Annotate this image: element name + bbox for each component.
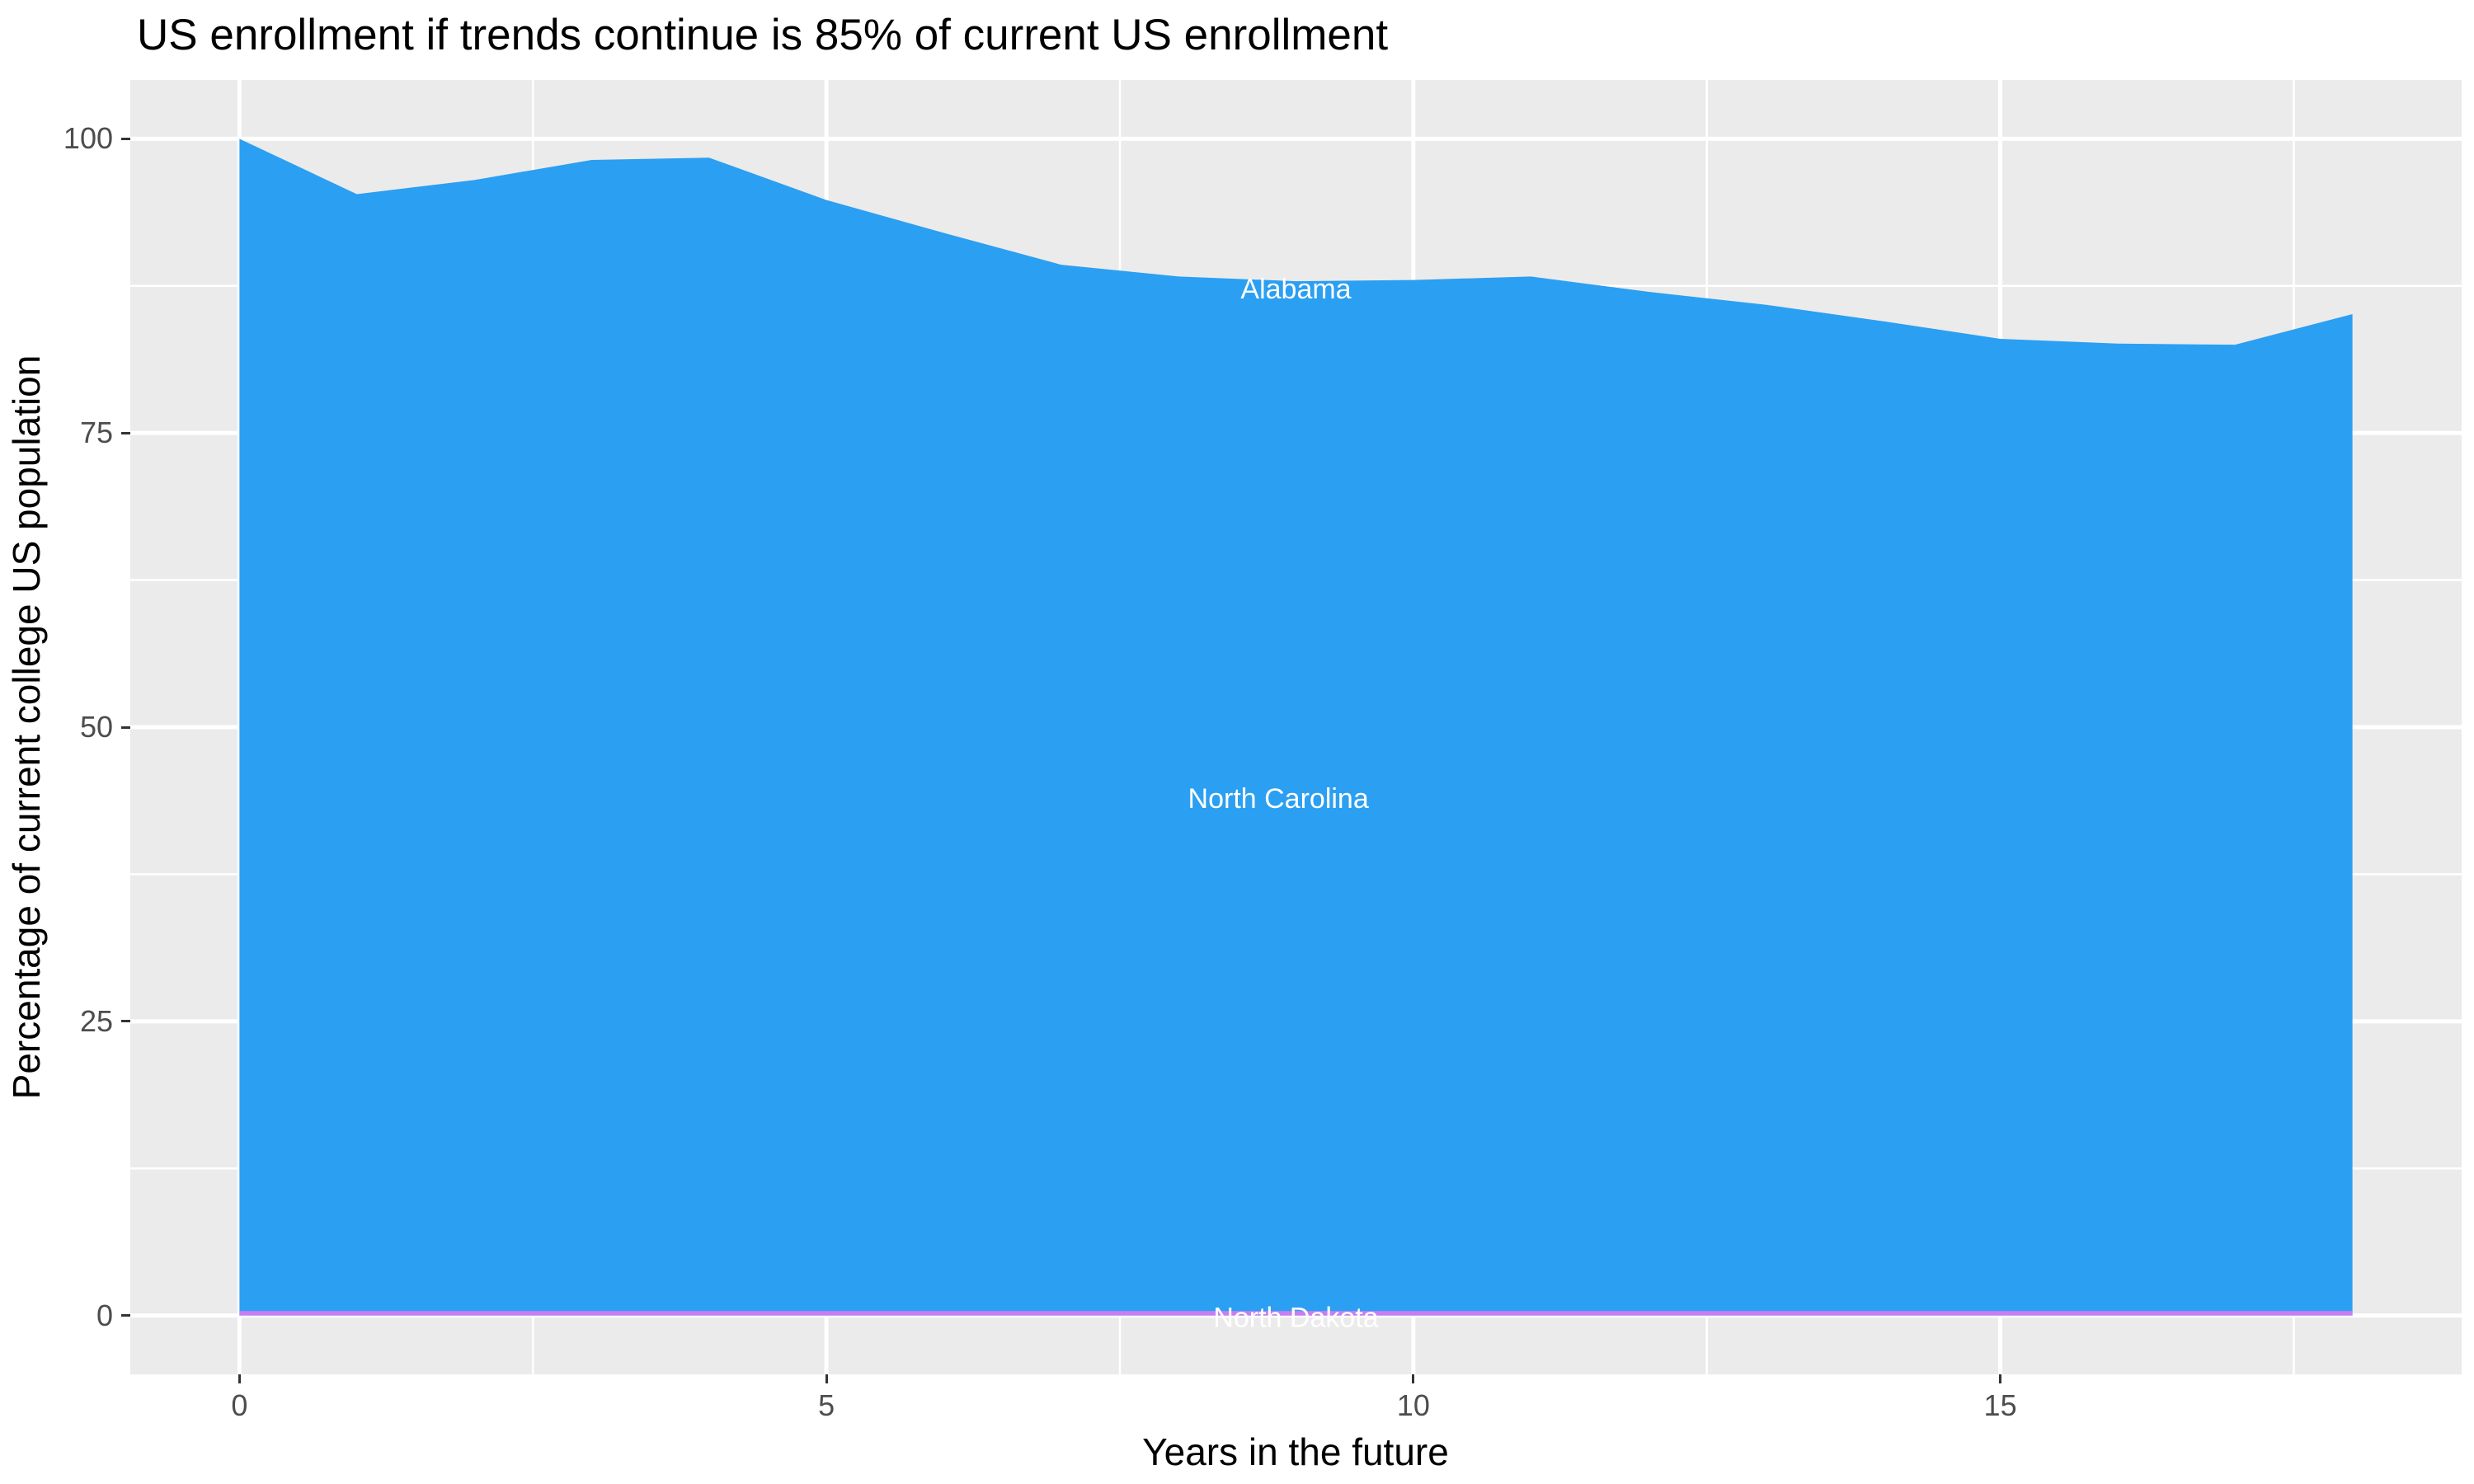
enrollment-area [239, 139, 2353, 1316]
x-tick-mark [825, 1374, 828, 1383]
y-tick-mark [121, 1314, 130, 1317]
x-tick-label: 15 [1983, 1388, 2017, 1422]
x-tick-label: 10 [1396, 1388, 1430, 1422]
state-label: North Carolina [1188, 783, 1369, 815]
y-tick-mark [121, 431, 130, 434]
x-tick-label: 0 [231, 1388, 248, 1422]
x-tick-mark [1999, 1374, 2002, 1383]
area-chart-svg: Alabama North Carolina North Dakota [130, 80, 2462, 1374]
state-label: Alabama [1240, 274, 1351, 305]
y-tick-mark [121, 726, 130, 729]
state-label: North Dakota [1213, 1302, 1378, 1333]
x-tick-mark [1412, 1374, 1415, 1383]
y-tick-label: 25 [79, 1003, 113, 1038]
x-axis-title: Years in the future [1142, 1430, 1449, 1473]
y-tick-label: 0 [96, 1298, 113, 1332]
y-tick-label: 50 [79, 710, 113, 744]
y-tick-mark [121, 1020, 130, 1023]
y-tick-label: 75 [79, 416, 113, 450]
x-tick-mark [238, 1374, 241, 1383]
y-tick-label: 100 [63, 121, 113, 156]
y-tick-mark [121, 137, 130, 140]
x-tick-label: 5 [818, 1388, 835, 1422]
y-axis-title: Percentage of current college US populat… [5, 355, 48, 1100]
chart-title: US enrollment if trends continue is 85% … [137, 11, 1389, 59]
plot-panel: Alabama North Carolina North Dakota [130, 80, 2462, 1374]
north-dakota-band [239, 1311, 2353, 1316]
